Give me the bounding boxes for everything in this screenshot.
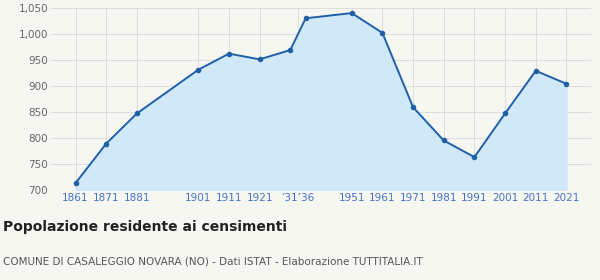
Point <box>377 31 387 35</box>
Point <box>71 181 80 185</box>
Point <box>224 52 234 56</box>
Point <box>500 111 510 116</box>
Point <box>439 138 449 143</box>
Point <box>101 141 111 146</box>
Point <box>193 67 203 72</box>
Point <box>347 11 356 15</box>
Point <box>301 16 310 20</box>
Point <box>562 81 571 86</box>
Point <box>132 111 142 116</box>
Point <box>408 105 418 109</box>
Point <box>470 155 479 159</box>
Point <box>255 57 265 62</box>
Text: COMUNE DI CASALEGGIO NOVARA (NO) - Dati ISTAT - Elaborazione TUTTITALIA.IT: COMUNE DI CASALEGGIO NOVARA (NO) - Dati … <box>3 256 423 267</box>
Text: Popolazione residente ai censimenti: Popolazione residente ai censimenti <box>3 220 287 234</box>
Point <box>531 69 541 73</box>
Point <box>286 48 295 52</box>
